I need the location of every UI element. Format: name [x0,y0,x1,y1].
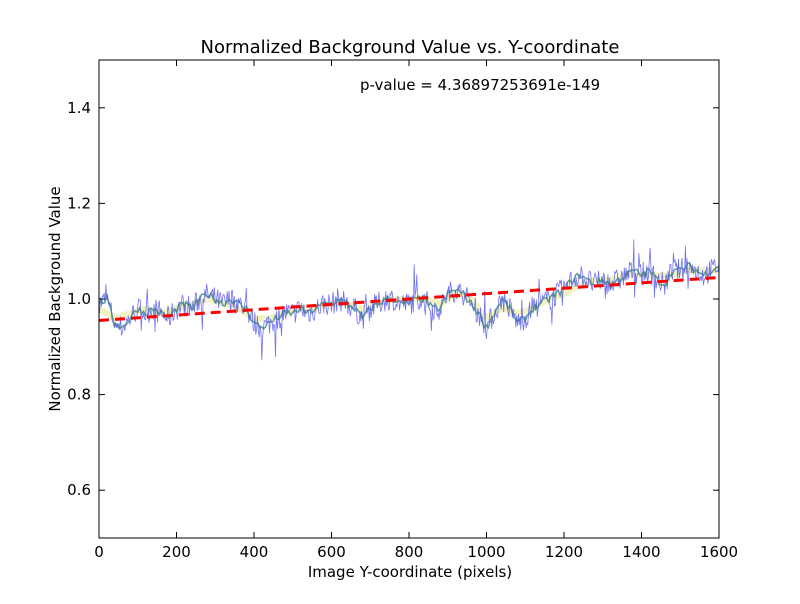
series-raw-core-line [99,261,719,330]
x-tick-label: 0 [94,543,104,561]
y-tick-label: 0.6 [67,481,91,499]
y-tick-label: 1.4 [67,99,91,117]
x-axis-label: Image Y-coordinate (pixels) [308,563,512,581]
chart-title: Normalized Background Value vs. Y-coordi… [201,37,620,58]
p-value-annotation: p-value = 4.36897253691e-149 [360,76,600,94]
x-tick-label: 1600 [700,543,738,561]
y-tick-label: 1.0 [67,290,91,308]
x-tick-label: 1200 [545,543,583,561]
x-tick-label: 400 [240,543,269,561]
y-tick-label: 0.8 [67,386,91,404]
x-tick-label: 600 [317,543,346,561]
series-fit-line [99,276,719,322]
x-tick-label: 1400 [622,543,660,561]
x-tick-label: 1000 [467,543,505,561]
x-tick-label: 800 [395,543,424,561]
x-tick-label: 200 [162,543,191,561]
y-axis-label: Normalized Background Value [46,186,64,411]
y-tick-label: 1.2 [67,194,91,212]
